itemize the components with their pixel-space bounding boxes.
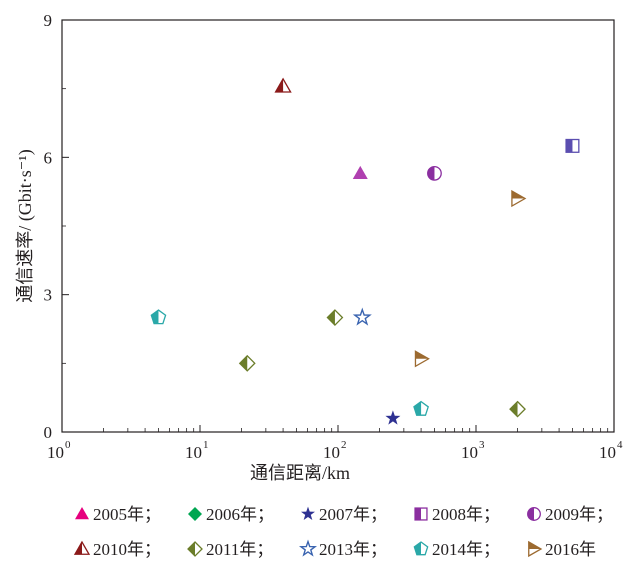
legend-item: 2008年； xyxy=(414,505,500,524)
legend-item: 2007年； xyxy=(301,505,387,524)
x-tick-label: 10 4 xyxy=(599,439,623,462)
legend-marker xyxy=(528,540,543,558)
y-tick-label: 0 xyxy=(44,423,53,442)
data-point xyxy=(511,189,527,208)
y-tick-label: 6 xyxy=(44,148,53,167)
y-axis-label: 通信速率/ (Gbit·s⁻¹) xyxy=(15,149,36,302)
data-point xyxy=(326,309,344,326)
legend-item: 2011年； xyxy=(187,540,273,559)
legend: 2005年； 2006年； 2007年； 2008年； 2009年； 2010年； 2011… xyxy=(73,505,613,559)
data-point xyxy=(352,307,372,326)
data-point xyxy=(150,309,167,325)
legend-label: 2006年； xyxy=(206,505,274,524)
legend-marker xyxy=(301,506,315,520)
data-point xyxy=(238,354,256,372)
legend-item: 2006年； xyxy=(188,505,274,524)
legend-label: 2010年； xyxy=(93,540,161,559)
svg-text:10: 10 xyxy=(461,443,478,462)
legend-item: 2005年； xyxy=(75,505,161,524)
legend-label: 2008年； xyxy=(432,505,500,524)
legend-marker xyxy=(188,507,202,521)
x-axis: 10 0 10 1 10 2 10 3 10 4 xyxy=(47,425,623,462)
svg-text:4: 4 xyxy=(617,439,623,451)
x-axis-label: 通信距离/km xyxy=(250,463,350,483)
legend-label: 2007年； xyxy=(319,505,387,524)
legend-item: 2016年 xyxy=(528,540,596,559)
legend-marker xyxy=(187,541,203,557)
data-point xyxy=(414,350,430,368)
svg-text:1: 1 xyxy=(203,439,209,451)
data-point xyxy=(509,400,526,418)
legend-marker xyxy=(73,540,91,555)
legend-marker xyxy=(298,539,318,557)
svg-text:3: 3 xyxy=(479,439,485,451)
legend-marker xyxy=(75,507,89,520)
y-tick-label: 3 xyxy=(44,286,53,305)
data-points xyxy=(150,77,580,425)
data-point xyxy=(413,400,429,416)
svg-text:0: 0 xyxy=(65,439,71,451)
x-tick-label: 10 0 xyxy=(47,439,71,462)
svg-text:10: 10 xyxy=(323,443,340,462)
y-tick-label: 9 xyxy=(44,11,53,30)
svg-text:10: 10 xyxy=(47,443,64,462)
legend-label: 2014年； xyxy=(432,540,500,559)
x-tick-label: 10 1 xyxy=(185,439,209,462)
plot-area-frame xyxy=(61,19,615,433)
x-tick-label: 10 2 xyxy=(323,439,347,462)
legend-marker xyxy=(414,507,428,521)
legend-label: 2005年； xyxy=(93,505,161,524)
legend-marker xyxy=(527,507,541,521)
legend-label: 2016年 xyxy=(545,540,596,559)
data-point xyxy=(352,165,368,179)
data-point xyxy=(385,410,401,425)
y-axis: 0 3 6 9 xyxy=(44,11,69,442)
x-tick-label: 10 3 xyxy=(461,439,485,462)
svg-text:2: 2 xyxy=(341,439,347,451)
data-point xyxy=(274,77,292,93)
legend-marker xyxy=(413,541,429,556)
data-point xyxy=(427,165,442,181)
data-point xyxy=(565,138,580,153)
legend-item: 2014年； xyxy=(413,540,500,559)
legend-label: 2009年； xyxy=(545,505,613,524)
svg-text:10: 10 xyxy=(599,443,616,462)
legend-label: 2011年； xyxy=(206,540,273,559)
legend-label: 2013年； xyxy=(319,540,387,559)
legend-item: 2010年； xyxy=(73,540,161,559)
legend-item: 2009年； xyxy=(527,505,613,524)
legend-item: 2013年； xyxy=(298,539,387,559)
svg-text:10: 10 xyxy=(185,443,202,462)
